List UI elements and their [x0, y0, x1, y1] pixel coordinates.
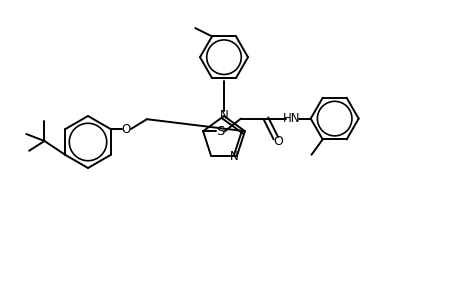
Text: O: O — [272, 135, 282, 148]
Text: O: O — [121, 122, 130, 136]
Text: N: N — [229, 150, 238, 163]
Text: HN: HN — [282, 112, 299, 125]
Text: N: N — [219, 109, 228, 122]
Text: S: S — [215, 125, 224, 138]
